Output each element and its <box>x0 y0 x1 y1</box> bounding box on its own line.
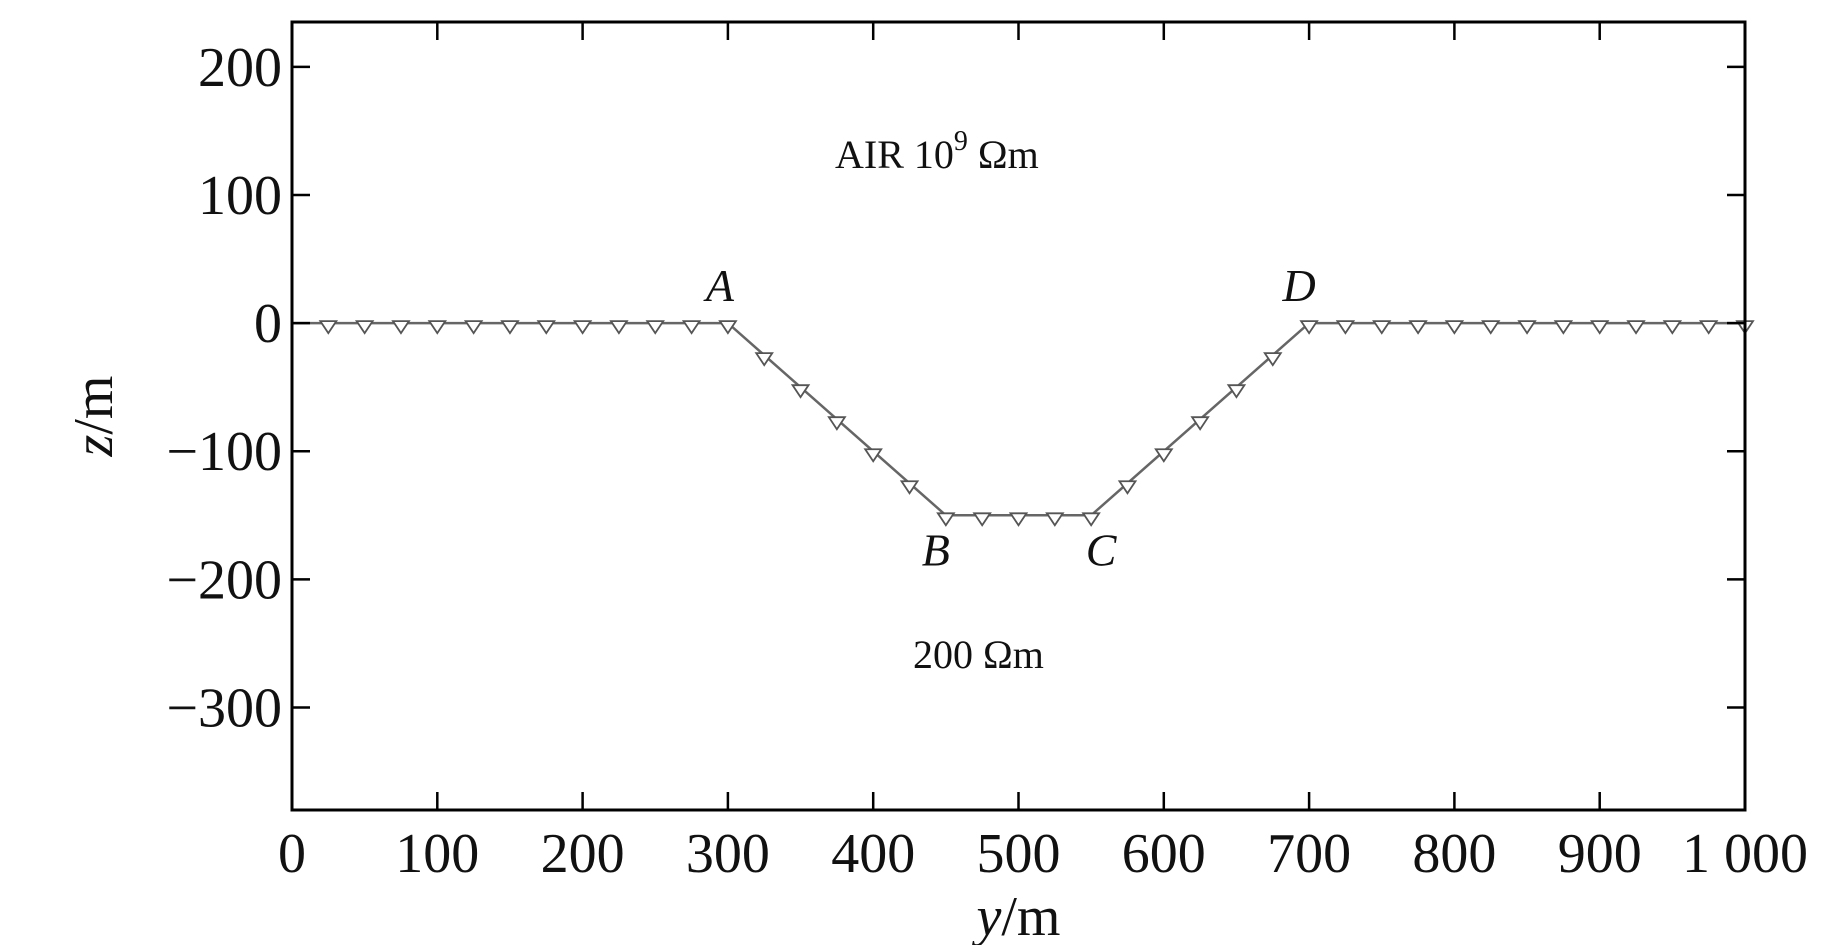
y-axis-label: z/m <box>63 376 125 458</box>
x-tick-label: 800 <box>1412 823 1496 885</box>
station-marker <box>1335 320 1356 335</box>
station-marker <box>754 352 774 367</box>
air-annotation: AIR 109 Ωm <box>835 126 1039 177</box>
station-marker <box>936 512 956 527</box>
station-marker <box>681 320 702 335</box>
station-marker <box>609 320 629 335</box>
station-marker <box>1045 512 1065 527</box>
x-tick-label: 700 <box>1267 823 1351 885</box>
x-tick-label: 0 <box>278 823 306 885</box>
station-marker <box>1517 320 1537 335</box>
y-tick-label: −100 <box>166 421 282 483</box>
y-tick-label: 200 <box>198 37 282 99</box>
profile-line <box>292 321 1745 517</box>
station-marker <box>645 320 665 335</box>
point-label-c: C <box>1086 524 1118 575</box>
x-tick-label: 400 <box>831 823 915 885</box>
station-marker <box>1117 480 1138 495</box>
station-marker <box>1226 384 1247 399</box>
ground-annotation: 200 Ωm <box>913 632 1044 677</box>
station-marker <box>1081 512 1101 527</box>
x-tick-label: 100 <box>395 823 479 885</box>
y-tick-label: −200 <box>166 549 282 611</box>
point-label-b: B <box>922 524 950 575</box>
plot-marks: A B C D <box>292 260 1755 575</box>
station-marker <box>500 320 520 335</box>
x-tick-label: 1 000 <box>1682 823 1808 885</box>
y-tick-label: 0 <box>254 293 282 355</box>
y-tick-label: −300 <box>166 677 282 739</box>
station-marker <box>1154 448 1174 463</box>
station-marker <box>1444 320 1465 335</box>
x-tick-label: 300 <box>686 823 770 885</box>
station-marker <box>1553 320 1574 335</box>
station-marker <box>899 480 920 495</box>
station-marker <box>463 320 484 335</box>
station-marker <box>1626 320 1646 335</box>
station-marker <box>1698 320 1719 335</box>
station-marker <box>718 320 738 335</box>
tick-marks <box>290 22 1747 810</box>
station-marker <box>1590 320 1610 335</box>
station-marker <box>1372 320 1392 335</box>
station-marker <box>391 320 411 335</box>
station-marker <box>1263 352 1283 367</box>
station-marker <box>1190 416 1210 431</box>
station-marker <box>354 320 375 335</box>
station-marker <box>536 320 556 335</box>
station-marker <box>427 320 447 335</box>
station-marker <box>790 384 811 399</box>
point-label-d: D <box>1281 260 1315 311</box>
x-tick-label: 200 <box>541 823 625 885</box>
tick-labels: 0 100 200 300 400 500 600 700 800 900 1 0002001000… <box>166 37 1808 885</box>
x-tick-label: 900 <box>1558 823 1642 885</box>
station-marker <box>318 320 339 335</box>
point-label-a: A <box>703 260 735 311</box>
station-marker <box>863 448 883 463</box>
station-marker <box>1408 320 1428 335</box>
y-tick-label: 100 <box>198 165 282 227</box>
station-marker <box>572 320 593 335</box>
station-marker <box>827 416 847 431</box>
x-tick-label: 600 <box>1122 823 1206 885</box>
station-marker <box>972 512 992 527</box>
station-marker <box>1662 320 1683 335</box>
station-marker <box>1481 320 1501 335</box>
x-tick-label: 500 <box>977 823 1061 885</box>
station-marker <box>1008 512 1029 527</box>
station-marker <box>1299 320 1319 335</box>
x-axis-label: y/m <box>972 886 1061 945</box>
